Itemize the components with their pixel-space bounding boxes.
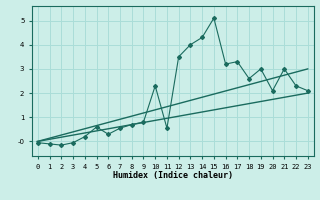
X-axis label: Humidex (Indice chaleur): Humidex (Indice chaleur) [113,171,233,180]
